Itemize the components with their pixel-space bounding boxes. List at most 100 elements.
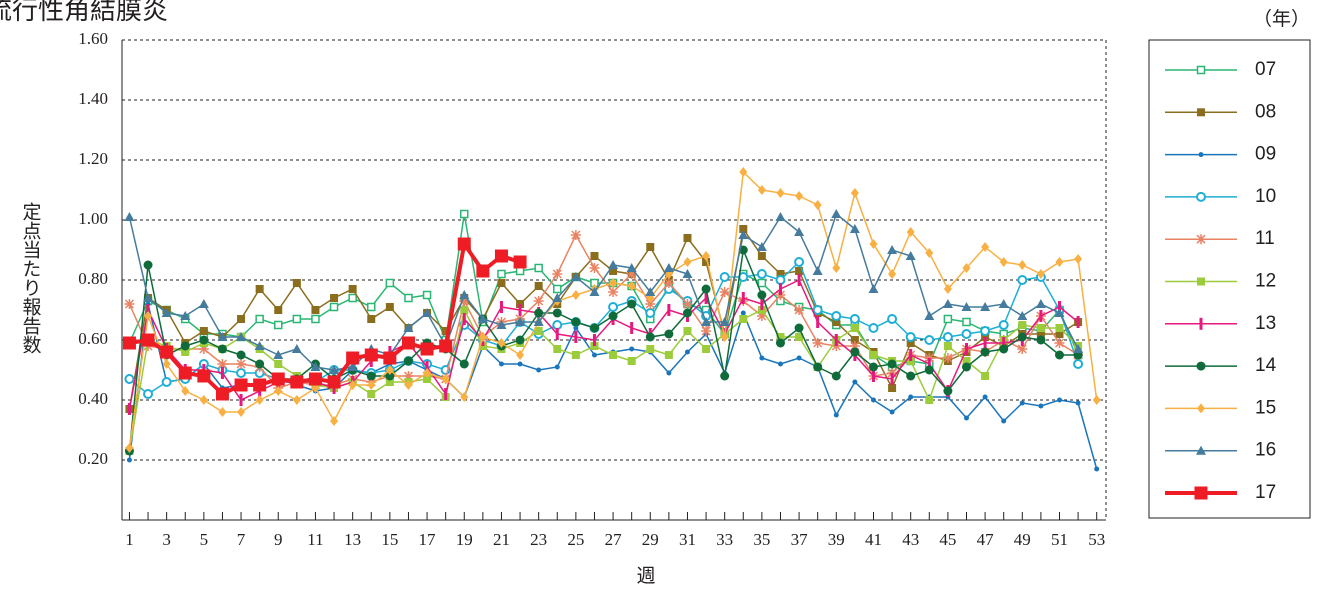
x-tick-label: 43 [902,530,919,549]
marker [441,327,450,335]
marker [552,269,563,279]
marker [459,359,469,369]
marker [775,275,786,285]
marker [143,293,154,302]
marker [273,320,283,330]
marker [1035,299,1046,308]
marker [850,188,859,198]
marker [215,387,229,401]
marker [236,368,247,378]
legend-box [1148,39,1311,519]
marker [831,371,841,381]
marker [889,409,895,415]
x-tick-label: 13 [344,530,361,549]
marker [1017,344,1028,354]
marker [739,167,748,177]
marker [1075,400,1081,406]
x-tick-label: 51 [1051,530,1068,549]
marker [609,351,618,359]
legend-marker [1196,361,1206,371]
legend-marker [1197,277,1205,286]
marker [776,270,785,278]
marker [868,362,878,372]
legend-label: 16 [1255,440,1276,461]
marker [626,263,637,272]
marker [982,394,988,400]
marker [459,296,470,306]
y-tick-label: 1.60 [78,29,108,48]
marker [720,371,730,381]
marker [664,351,673,359]
marker [719,272,730,282]
x-tick-label: 11 [307,530,323,549]
marker [943,284,952,294]
marker [961,329,972,339]
marker [701,326,712,336]
marker [608,302,619,312]
marker [292,395,301,405]
marker [850,347,860,357]
marker [998,320,1009,330]
marker [124,212,135,221]
marker [329,302,339,312]
marker [497,279,506,287]
x-tick-label: 39 [828,530,845,549]
marker [812,338,823,348]
marker [311,314,320,324]
legend-marker [1196,65,1206,75]
marker [161,377,172,387]
marker [459,290,470,299]
x-tick-label: 9 [274,530,283,549]
marker [888,269,897,279]
marker [1036,330,1045,338]
y-axis-label: 定点当たり報告数 [20,202,42,354]
marker [366,371,376,381]
marker [181,386,190,396]
marker [740,310,746,316]
marker [645,332,655,342]
marker [476,264,490,278]
x-axis-label: 週 [636,565,655,587]
marker [963,415,969,421]
marker [124,374,135,384]
series-line [128,233,1079,389]
marker [850,336,859,344]
marker [162,359,171,369]
marker [720,332,729,342]
marker [534,308,544,318]
marker [832,318,841,326]
marker [869,351,878,359]
marker [237,407,246,417]
marker [330,416,339,426]
y-tick-label: 1.40 [78,89,108,108]
marker [533,317,544,326]
marker [1073,359,1084,369]
marker [198,299,209,308]
marker [702,251,711,261]
marker [1036,324,1045,332]
marker [180,341,190,351]
marker [999,257,1008,267]
chart-title: 流行性角結膜炎 [0,0,168,25]
marker [404,380,413,390]
marker [516,350,525,360]
legend-label: 07 [1255,59,1276,80]
legend-label: 10 [1255,186,1276,207]
marker [757,252,766,260]
marker [646,243,655,251]
marker [460,306,469,314]
legend-marker [1196,234,1206,245]
x-tick-label: 25 [567,530,584,549]
marker [534,327,543,335]
marker [905,251,916,260]
series-line [128,213,1079,368]
marker [796,355,802,361]
marker [981,372,990,380]
marker [122,336,136,350]
marker [517,361,523,367]
marker [1055,257,1064,267]
marker [236,359,247,369]
marker [684,349,690,355]
marker [570,230,581,240]
marker [348,285,357,293]
